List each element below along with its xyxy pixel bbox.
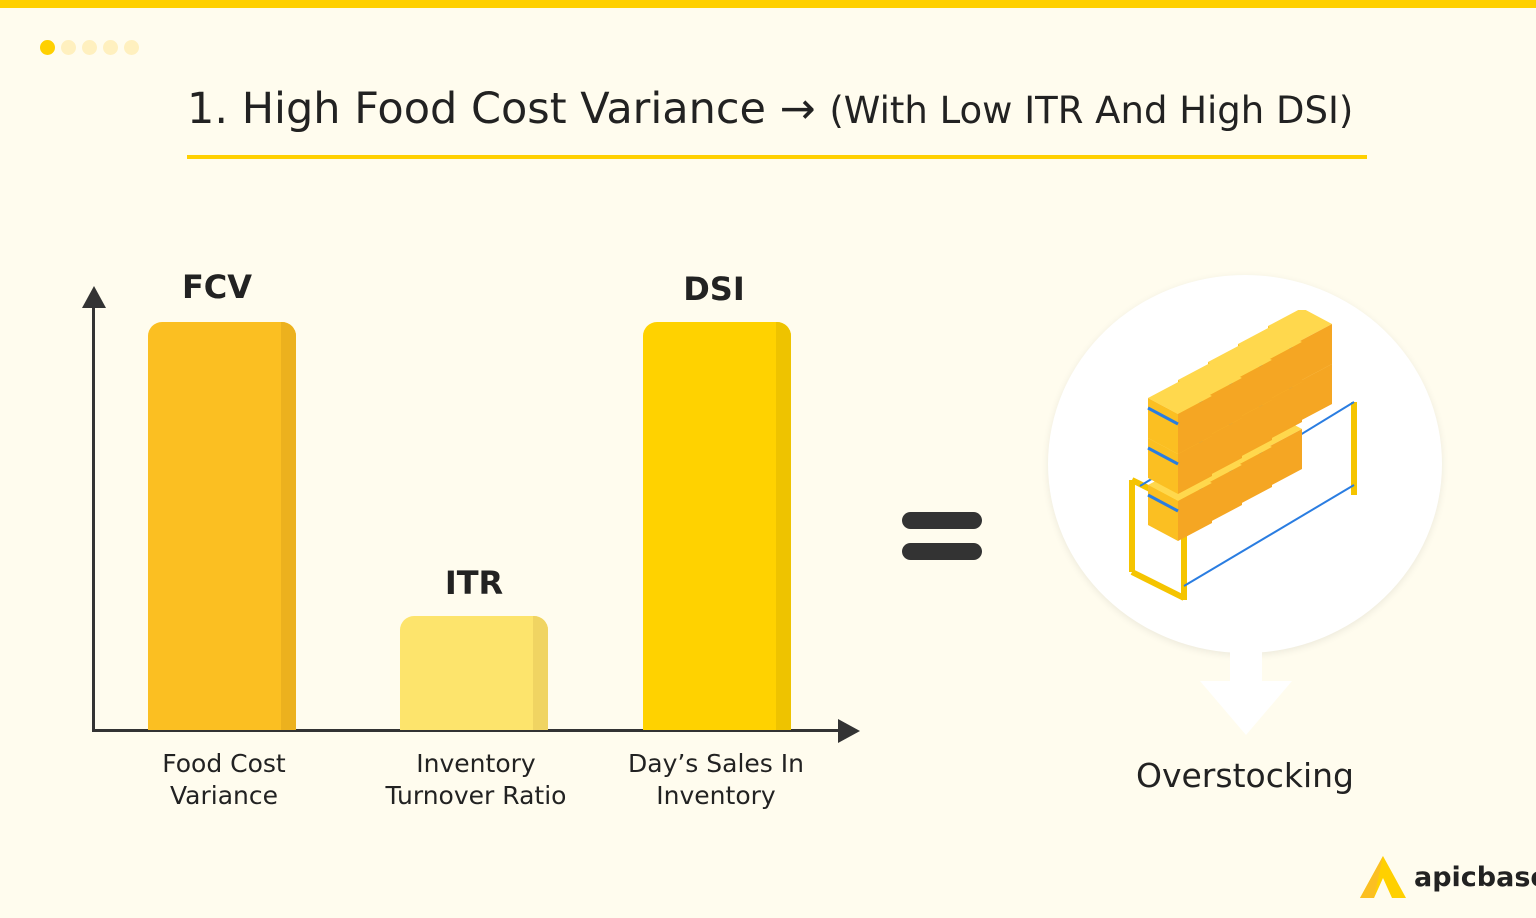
- apicbase-logo-icon: [1360, 856, 1406, 898]
- apicbase-logo: apicbase: [1360, 856, 1536, 898]
- title-sub: (With Low ITR And High DSI): [829, 89, 1354, 132]
- box-tape: [1147, 446, 1179, 466]
- box-icon: [1298, 364, 1332, 422]
- bar-shade: [776, 322, 791, 730]
- progress-dot: [103, 40, 118, 55]
- category-line: Day’s Sales In: [628, 749, 804, 778]
- equals-icon: [902, 543, 982, 560]
- brand-name: apicbase: [1414, 861, 1536, 893]
- category-line: Inventory: [656, 781, 776, 810]
- top-accent-bar: [0, 0, 1536, 8]
- box-icon: [1238, 360, 1272, 418]
- box-icon: [1298, 324, 1332, 382]
- category-itr: Inventory Turnover Ratio: [366, 748, 586, 812]
- box-icon: [1238, 400, 1272, 458]
- bar-shade: [533, 616, 548, 730]
- bar-label-dsi: DSI: [683, 270, 745, 308]
- box-tape: [1147, 493, 1179, 513]
- box-icon: [1148, 380, 1212, 414]
- title-main: 1. High Food Cost Variance: [187, 84, 766, 134]
- category-line: Variance: [170, 781, 278, 810]
- box-tape: [1147, 406, 1179, 426]
- box-icon: [1208, 378, 1242, 436]
- page-title: 1. High Food Cost Variance → (With Low I…: [187, 84, 1367, 134]
- category-line: Inventory: [416, 749, 536, 778]
- progress-dot: [61, 40, 76, 55]
- box-icon: [1268, 429, 1302, 487]
- bar-label-fcv: FCV: [181, 268, 253, 306]
- result-label: Overstocking: [1136, 756, 1354, 795]
- box-icon: [1208, 418, 1242, 476]
- progress-dot: [82, 40, 97, 55]
- bar-itr: [400, 616, 548, 730]
- box-icon: [1178, 483, 1212, 541]
- progress-dot: [124, 40, 139, 55]
- category-dsi: Day’s Sales In Inventory: [606, 748, 826, 812]
- y-axis-arrow-icon: [82, 286, 106, 308]
- bar-fcv: [148, 322, 296, 730]
- box-icon: [1178, 436, 1212, 494]
- bar-label-itr: ITR: [444, 564, 504, 602]
- x-axis-arrow-icon: [838, 719, 860, 743]
- arrow-down-icon: [1200, 645, 1292, 735]
- warehouse-shelves-icon: [1129, 310, 1357, 601]
- category-fcv: Food Cost Variance: [114, 748, 334, 812]
- progress-dots: [40, 40, 139, 55]
- category-line: Turnover Ratio: [385, 781, 567, 810]
- box-icon: [1268, 342, 1302, 400]
- bar-shade: [281, 322, 296, 730]
- box-icon: [1238, 447, 1272, 505]
- box-icon: [1268, 382, 1302, 440]
- arrow-right-icon: →: [779, 84, 816, 134]
- y-axis: [92, 300, 95, 732]
- title-underline: [187, 155, 1367, 159]
- equals-icon: [902, 512, 982, 529]
- progress-dot: [40, 40, 55, 55]
- box-icon: [1208, 465, 1242, 523]
- category-line: Food Cost: [162, 749, 286, 778]
- x-axis: [92, 729, 842, 732]
- bar-dsi: [643, 322, 791, 730]
- box-icon: [1178, 396, 1212, 454]
